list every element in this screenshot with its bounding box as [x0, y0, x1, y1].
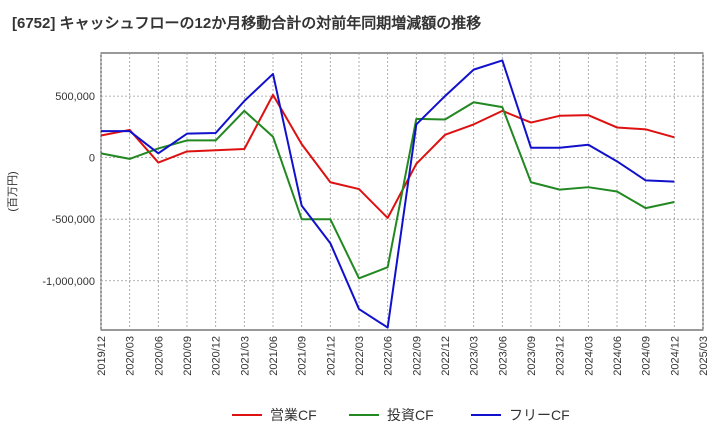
x-tick-label: 2022/12: [440, 336, 452, 376]
y-tick-label: -500,000: [52, 214, 95, 226]
x-tick-label: 2024/03: [583, 336, 595, 376]
series-line-1: [100, 93, 675, 219]
x-tick-label: 2023/06: [497, 336, 509, 376]
x-tick-label: 2021/12: [325, 336, 337, 376]
x-tick-label: 2025/03: [698, 336, 710, 376]
x-tick-label: 2020/12: [211, 336, 223, 376]
x-tick-label: 2020/06: [153, 336, 165, 376]
x-tick-label: 2024/09: [641, 336, 653, 376]
x-tick-label: 2023/12: [555, 336, 567, 376]
legend-label-1: 営業CF: [270, 407, 317, 423]
y-tick-label: 0: [89, 153, 95, 165]
x-tick-label: 2021/03: [239, 336, 251, 376]
x-tick-label: 2020/09: [182, 336, 194, 376]
legend-label-2: 投資CF: [387, 407, 434, 423]
y-tick-label: 500,000: [55, 91, 95, 103]
x-tick-label: 2023/09: [526, 336, 538, 376]
x-tick-label: 2024/12: [669, 336, 681, 376]
chart-title: [6752] キャッシュフローの12か月移動合計の対前年同期増減額の推移: [12, 15, 482, 32]
series-line-2: [100, 101, 675, 280]
x-tick-label: 2022/09: [411, 336, 423, 376]
series-line-3: [101, 59, 675, 329]
x-tick-label: 2021/09: [297, 336, 309, 376]
legend-label-3: フリーCF: [509, 407, 570, 423]
x-tick-label: 2021/06: [268, 336, 280, 376]
x-tick-label: 2022/03: [354, 336, 366, 376]
y-axis-label: (百万円): [7, 171, 19, 211]
y-tick-label: -1,000,000: [42, 276, 95, 288]
x-tick-label: 2019/12: [96, 336, 108, 376]
x-tick-label: 2023/03: [469, 336, 481, 376]
x-tick-label: 2020/03: [125, 336, 137, 376]
x-tick-label: 2022/06: [383, 336, 395, 376]
x-tick-label: 2024/06: [612, 336, 624, 376]
